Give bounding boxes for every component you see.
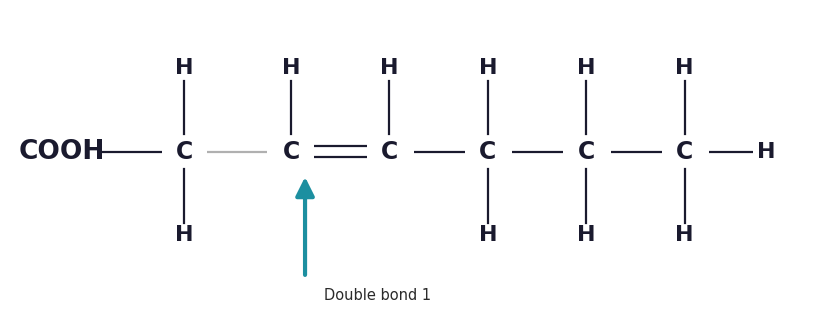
Text: H: H bbox=[175, 225, 193, 246]
Text: C: C bbox=[282, 140, 300, 164]
Text: C: C bbox=[478, 140, 496, 164]
Text: H: H bbox=[380, 58, 398, 78]
Text: H: H bbox=[478, 225, 496, 246]
Text: C: C bbox=[175, 140, 193, 164]
Text: H: H bbox=[282, 58, 300, 78]
Text: H: H bbox=[675, 225, 693, 246]
Text: COOH: COOH bbox=[18, 139, 105, 165]
Text: H: H bbox=[478, 58, 496, 78]
Text: H: H bbox=[577, 58, 595, 78]
Text: H: H bbox=[675, 58, 693, 78]
Text: H: H bbox=[757, 142, 775, 162]
Text: H: H bbox=[175, 58, 193, 78]
Text: Double bond 1: Double bond 1 bbox=[324, 288, 431, 303]
Text: H: H bbox=[577, 225, 595, 246]
Text: C: C bbox=[675, 140, 693, 164]
Text: C: C bbox=[380, 140, 398, 164]
Text: C: C bbox=[577, 140, 595, 164]
